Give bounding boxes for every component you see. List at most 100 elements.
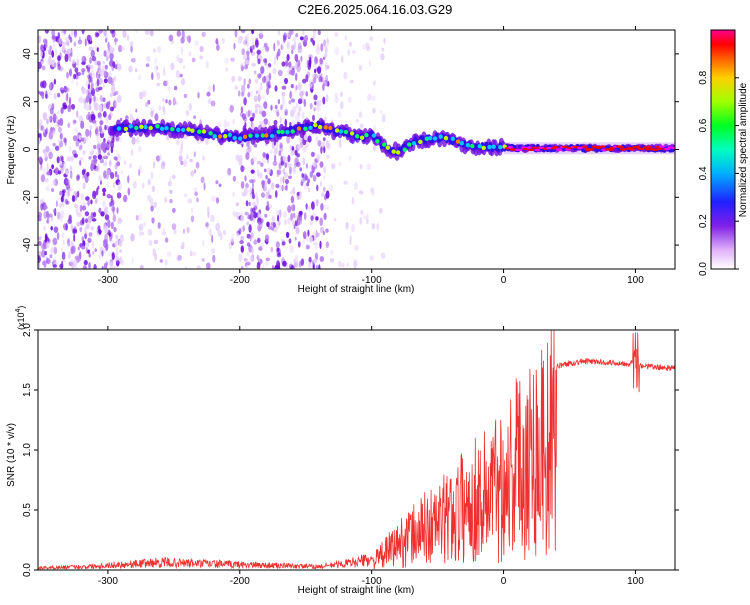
heatmap-ridge-peak [556,148,563,151]
heatmap-noise-cell [111,252,115,261]
heatmap-noise-cell [320,192,325,198]
heatmap-noise-cell [152,161,156,169]
heatmap-ridge-peak [308,125,313,130]
heatmap-noise-cell [360,209,364,216]
heatmap-noise-cell [294,85,298,93]
heatmap-noise-cell [201,240,205,247]
heatmap-noise-cell [82,240,86,247]
heatmap-noise-cell [323,204,327,210]
heatmap-noise-cell [112,82,115,89]
heatmap-noise-cell [167,86,172,91]
heatmap-noise-cell [284,77,288,85]
heatmap-noise-cell [68,145,72,152]
heatmap-noise-cell [50,126,53,133]
heatmap-noise-cell [346,262,349,268]
heatmap-noise-cell [57,64,61,71]
heatmap-noise-cell [238,90,241,97]
heatmap-noise-cell [265,65,271,70]
heatmap-noise-cell [154,65,158,73]
heatmap-noise-cell [110,48,115,54]
heatmap-noise-cell [97,142,102,150]
heatmap-noise-cell [137,145,142,153]
heatmap-noise-cell [314,56,318,65]
heatmap-noise-cell [96,47,99,52]
heatmap-noise-cell [109,30,115,34]
heatmap-ridge-peak [432,136,438,141]
heatmap-noise-cell [307,135,312,143]
heatmap-noise-cell [81,55,87,64]
heatmap-noise-cell [129,41,134,47]
heatmap-noise-cell [270,104,273,111]
heatmap-noise-cell [290,204,296,212]
heatmap-noise-cell [93,264,97,269]
heatmap-noise-cell [106,140,112,145]
heatmap-noise-cell [254,103,258,110]
heatmap-noise-cell [279,176,283,184]
heatmap-noise-cell [93,101,97,110]
heatmap-noise-cell [320,73,323,82]
heatmap-noise-cell [43,205,48,210]
heatmap-noise-cell [38,137,41,145]
heatmap-noise-cell [215,40,219,45]
heatmap-noise-cell [322,137,326,142]
heatmap-noise-cell [299,138,303,143]
heatmap-noise-cell [59,118,64,126]
heatmap-noise-cell [58,37,63,45]
heatmap-noise-cell [105,261,109,267]
heatmap-ridge-peak [232,135,237,141]
heatmap-noise-cell [265,257,270,262]
heatmap-noise-cell [272,104,276,112]
heatmap-noise-cell [289,166,292,175]
heatmap-noise-cell [68,251,71,260]
heatmap-ridge-peak [343,129,349,135]
heatmap-noise-cell [163,69,166,77]
snr-plot-area [38,330,675,570]
heatmap-noise-cell [56,232,60,241]
heatmap-noise-cell [80,120,85,129]
heatmap-noise-cell [105,115,109,124]
heatmap-noise-cell [263,118,269,125]
heatmap-noise-cell [81,137,85,142]
heatmap-noise-cell [161,231,167,236]
heatmap-noise-cell [249,110,253,116]
heatmap-noise-cell [233,42,236,50]
heatmap-noise-cell [260,65,265,74]
heatmap-noise-cell [322,76,325,81]
heatmap-noise-cell [43,260,47,268]
heatmap-noise-cell [197,92,200,99]
heatmap-noise-cell [69,170,73,179]
heatmap-noise-cell [315,264,318,269]
heatmap-ridge-peak [487,144,492,150]
heatmap-noise-cell [307,229,310,237]
heatmap-noise-cell [76,58,80,67]
heatmap-noise-cell [265,153,270,161]
heatmap-ridge-peak [477,144,482,149]
heatmap-noise-cell [227,167,232,176]
heatmap-noise-cell [98,175,102,182]
heatmap-noise-cell [157,45,162,54]
heatmap-noise-cell [117,181,122,190]
heatmap-noise-cell [135,214,139,221]
heatmap-noise-cell [272,67,277,75]
heatmap-noise-cell [115,60,119,65]
heatmap-ridge-peak [438,134,443,139]
y-tick-label: 1.0 [22,443,33,457]
heatmap-noise-cell [245,261,251,266]
heatmap-noise-cell [232,211,238,217]
heatmap-noise-cell [76,221,81,227]
heatmap-noise-cell [289,245,294,254]
heatmap-noise-cell [76,190,80,198]
heatmap-noise-cell [41,65,46,71]
heatmap-noise-cell [84,211,90,217]
heatmap-noise-cell [105,174,109,179]
heatmap-noise-cell [76,174,81,180]
heatmap-noise-cell [49,107,54,115]
heatmap-noise-cell [127,187,131,196]
heatmap-noise-cell [164,237,169,243]
heatmap-noise-cell [103,239,108,245]
heatmap-noise-cell [309,56,312,62]
heatmap-noise-cell [87,249,90,254]
heatmap-noise-cell [47,59,52,66]
heatmap-ridge-peak [619,148,626,151]
heatmap-noise-cell [46,258,51,265]
